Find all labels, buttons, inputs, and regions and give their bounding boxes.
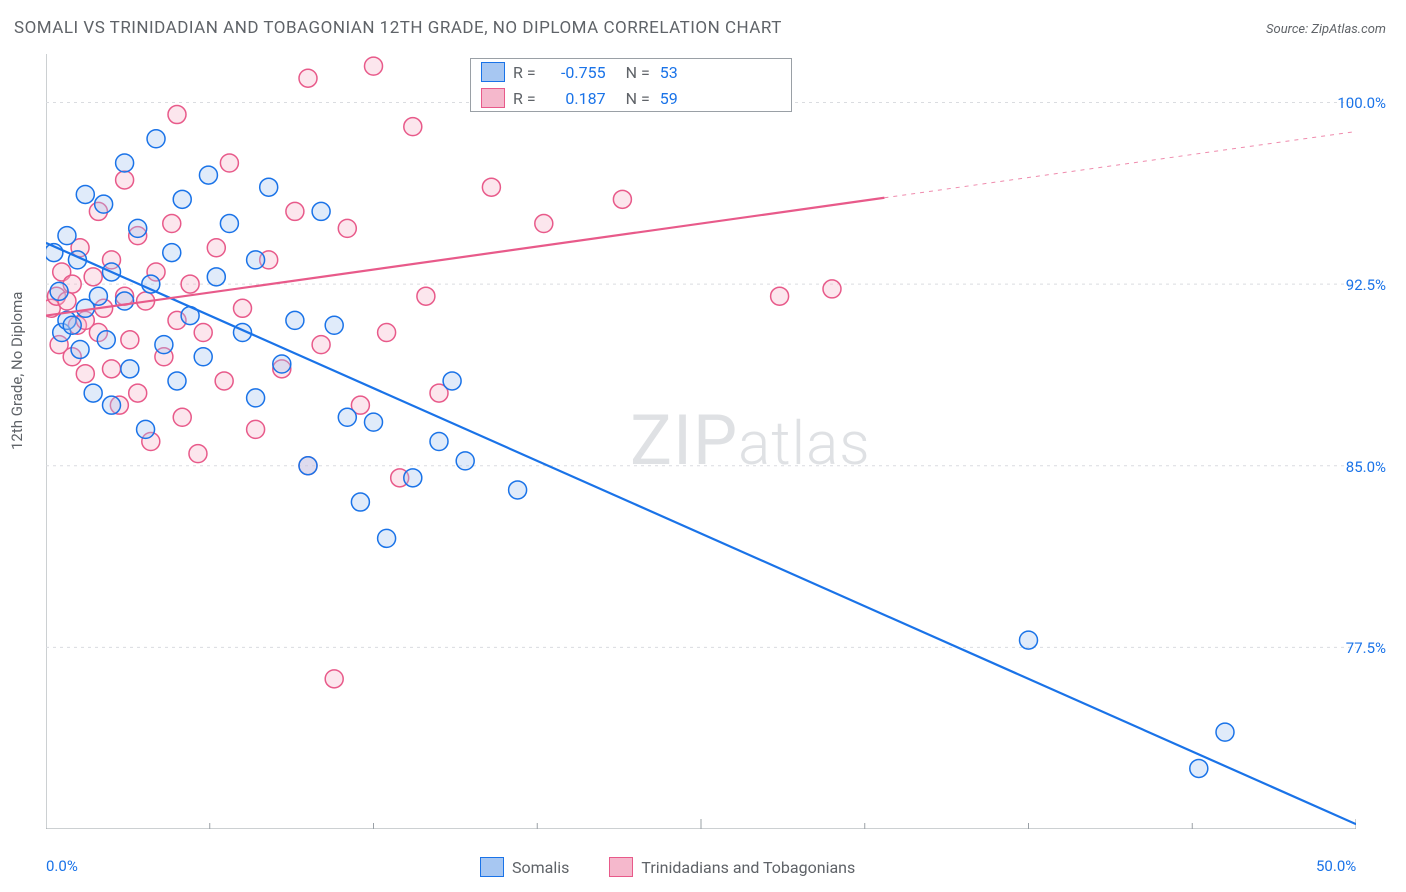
n-value: 59 <box>660 89 678 108</box>
legend-swatch <box>609 857 633 877</box>
page-title: SOMALI VS TRINIDADIAN AND TOBAGONIAN 12T… <box>14 18 782 38</box>
y-tick-label: 85.0% <box>1346 458 1386 476</box>
r-label: R = <box>513 63 536 82</box>
legend-swatch <box>480 857 504 877</box>
y-tick-label: 92.5% <box>1346 276 1386 294</box>
source-attribution: Source: ZipAtlas.com <box>1266 22 1386 37</box>
correlation-chart <box>46 54 1356 829</box>
y-tick-label: 100.0% <box>1337 94 1386 112</box>
n-value: 53 <box>660 63 678 82</box>
r-value: 0.187 <box>546 89 606 108</box>
legend-item: Trinidadians and Tobagonians <box>609 857 855 877</box>
n-label: N = <box>626 89 650 108</box>
r-value: -0.755 <box>546 63 606 82</box>
x-tick-label: 0.0% <box>46 857 78 875</box>
legend-label: Somalis <box>512 858 569 877</box>
legend-item: Somalis <box>480 857 569 877</box>
x-tick-label: 50.0% <box>1316 857 1356 875</box>
y-axis-label: 12th Grade, No Diploma <box>8 292 26 450</box>
legend-label: Trinidadians and Tobagonians <box>641 858 855 877</box>
legend-stats: R = -0.755 N = 53 R = 0.187 N = 59 <box>470 58 792 112</box>
r-label: R = <box>513 89 536 108</box>
y-tick-label: 77.5% <box>1346 639 1386 657</box>
legend-series: Somalis Trinidadians and Tobagonians <box>480 857 855 877</box>
legend-swatch <box>481 88 505 108</box>
n-label: N = <box>626 63 650 82</box>
legend-swatch <box>481 62 505 82</box>
